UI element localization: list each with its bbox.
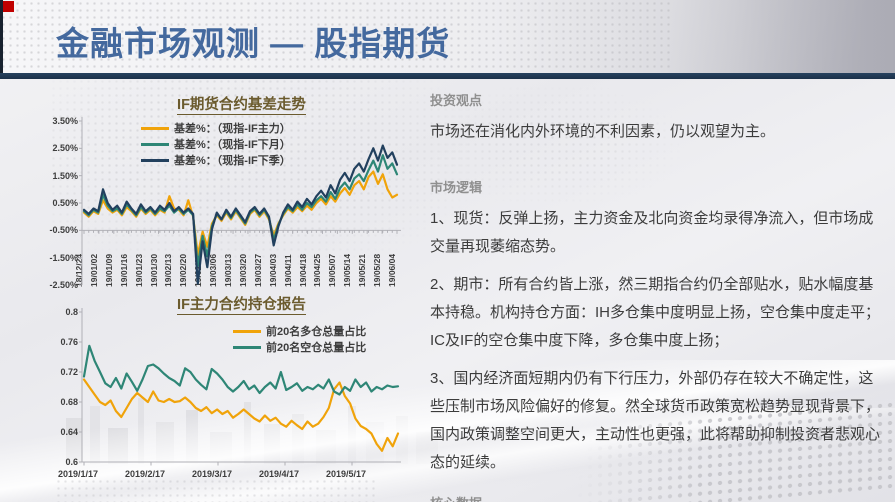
y-tick-label: 0.8: [65, 307, 78, 317]
x-tick-label: 2019/3/17: [191, 469, 233, 479]
x-tick-label: 2019/5/17: [325, 469, 367, 479]
legend-item: 基差%：（现指-IF下季）: [141, 152, 291, 168]
x-tick-label: 2019/2/17: [124, 469, 166, 479]
left-edge-bar: [0, 0, 3, 79]
legend-item: 前20名多仓总量占比: [233, 323, 366, 339]
y-tick-label: -2.50%: [49, 280, 78, 290]
y-tick-label: -0.50%: [49, 225, 78, 236]
section-heading-investment-view: 投资观点: [430, 93, 483, 108]
paragraph: 3、国内经济面短期内仍有下行压力，外部仍存在较大不确定性，这些压制市场风险偏好的…: [430, 370, 881, 471]
legend-swatch: [233, 345, 261, 349]
chart-title-text: IF主力合约持仓报告: [177, 297, 306, 315]
y-tick-label: 0.6: [65, 457, 78, 467]
legend-label: 基差%：（现指-IF下季）: [174, 155, 291, 167]
chart-title: IF期货合约基差走势: [82, 93, 401, 115]
chart-canvas: [79, 308, 401, 466]
x-tick-label: 2019/1/17: [57, 469, 99, 479]
legend-swatch: [141, 126, 169, 130]
y-tick-label: 0.68: [60, 397, 78, 407]
legend-item: 基差%：（现指-IF主力）: [141, 120, 291, 136]
legend-label: 前20名多仓总量占比: [266, 326, 367, 338]
legend: 前20名多仓总量占比 前20名空仓总量占比: [233, 323, 366, 355]
commentary-panel: 投资观点 市场还在消化内外环境的不利因素，仍以观望为主。 市场逻辑 1、现货：反…: [430, 90, 885, 502]
legend-swatch: [141, 142, 169, 146]
title-divider-rule: [0, 73, 895, 79]
paragraph: 市场还在消化内外环境的不利因素，仍以观望为主。: [430, 123, 776, 140]
x-tick-label: 2019/4/17: [258, 469, 300, 479]
y-tick-label: 1.50%: [52, 170, 78, 181]
y-tick-label: 0.50%: [52, 198, 78, 208]
chart-canvas: [79, 117, 401, 286]
y-tick-label: 3.50%: [52, 116, 78, 126]
legend-label: 前20名空仓总量占比: [266, 342, 367, 354]
legend-swatch: [141, 158, 169, 162]
y-tick-label: 0.72: [60, 367, 78, 377]
chart-position-report: IF主力合约持仓报告 前20名多仓总量占比 前20名空仓总量占比 0.8 0.76 0…: [55, 290, 413, 502]
section-heading-market-logic: 市场逻辑: [430, 180, 483, 195]
y-tick-label: -1.50%: [49, 252, 78, 263]
chart-basis-trend: IF期货合约基差走势 基差%：（现指-IF主力） 基差%：（现指-IF下月） 基差%…: [49, 93, 413, 343]
paragraph: 1、现货：反弹上扬，主力资金及北向资金均录得净流入，但市场成交量再现萎缩态势。: [430, 210, 874, 255]
chart-title: IF主力合约持仓报告: [82, 293, 401, 315]
paragraph: 2、期市：所有合约皆上涨，然三期指合约仍全部贴水，贴水幅度基本持稳。机构持仓方面…: [430, 276, 881, 349]
legend-swatch: [233, 329, 261, 333]
page-title: 金融市场观测 — 股指期货: [56, 25, 451, 62]
section-heading-core-data: 核心数据: [430, 493, 885, 502]
chart-title-text: IF期货合约基差走势: [177, 97, 306, 115]
y-tick-label: 0.76: [60, 337, 78, 347]
legend-item: 基差%：（现指-IF下月）: [141, 136, 291, 152]
legend: 基差%：（现指-IF主力） 基差%：（现指-IF下月） 基差%：（现指-IF下季）: [141, 120, 291, 168]
y-tick-label: 0.64: [60, 427, 78, 437]
legend-label: 基差%：（现指-IF主力）: [174, 123, 291, 135]
red-accent-square: [3, 1, 14, 12]
legend-label: 基差%：（现指-IF下月）: [174, 139, 291, 151]
y-tick-label: 2.50%: [52, 143, 78, 154]
legend-item: 前20名空仓总量占比: [233, 339, 366, 355]
